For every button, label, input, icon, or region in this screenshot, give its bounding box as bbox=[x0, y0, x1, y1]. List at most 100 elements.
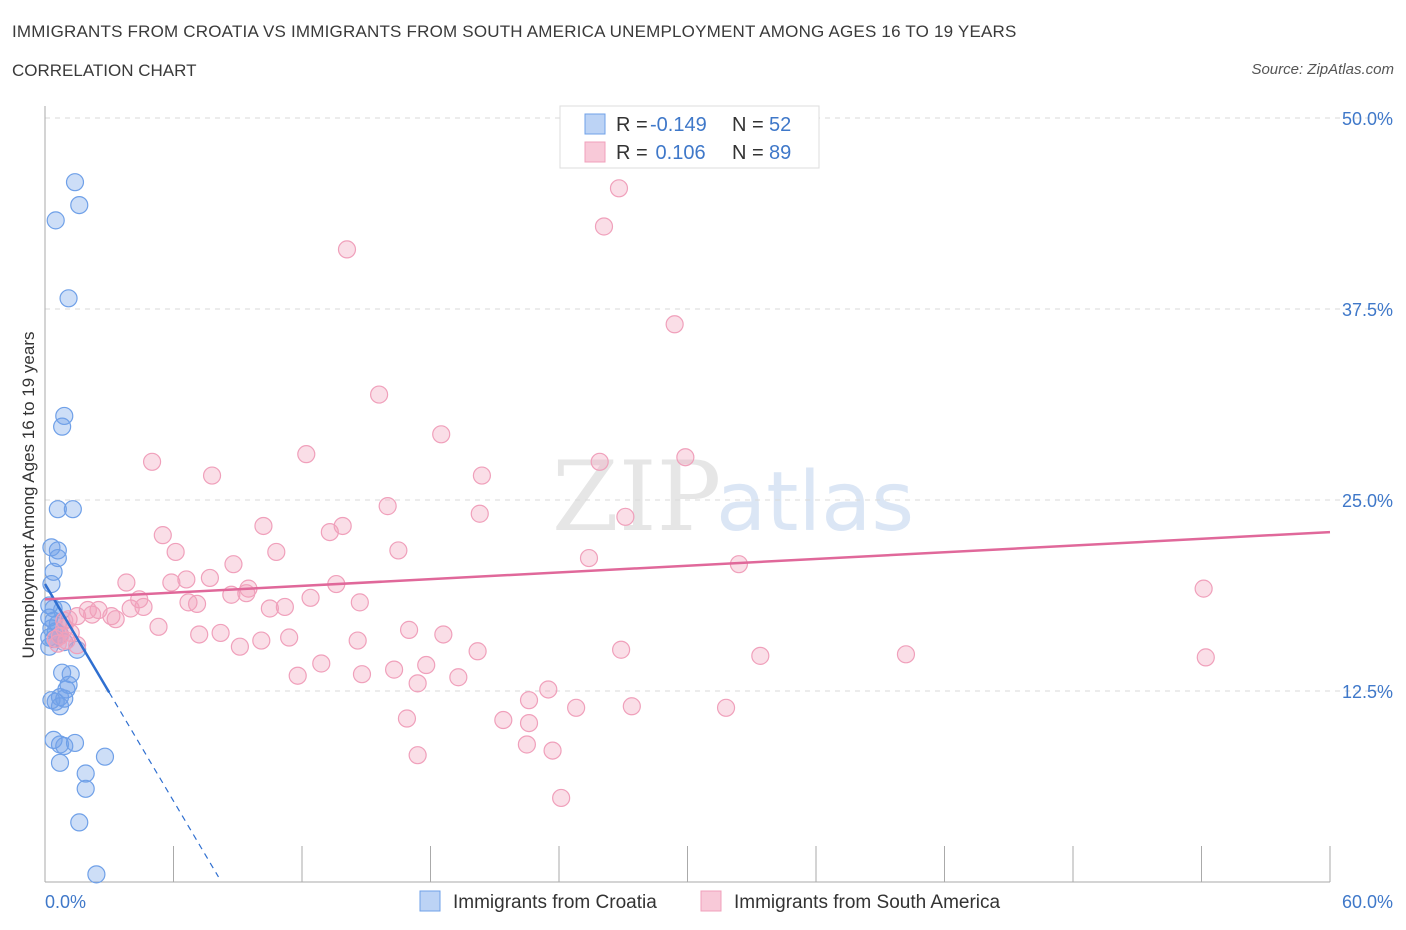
data-point bbox=[166, 542, 185, 562]
stats-legend-r-label-south-america: R = bbox=[616, 142, 648, 164]
data-point bbox=[665, 315, 684, 334]
stats-legend-n-value-croatia: 52 bbox=[769, 114, 791, 136]
data-point bbox=[389, 541, 408, 560]
data-point bbox=[517, 735, 536, 754]
data-point bbox=[468, 642, 487, 661]
legend-label-croatia[interactable]: Immigrants from Croatia bbox=[453, 892, 657, 913]
stats-legend-r-value-croatia: -0.149 bbox=[650, 114, 707, 136]
data-point bbox=[65, 173, 85, 192]
data-point bbox=[350, 593, 369, 612]
gridlines bbox=[45, 117, 1392, 692]
data-point bbox=[202, 466, 222, 485]
data-point bbox=[162, 573, 181, 592]
data-point bbox=[399, 620, 419, 639]
series-points bbox=[40, 173, 1215, 884]
data-point bbox=[449, 668, 468, 687]
data-point bbox=[301, 588, 320, 607]
data-point bbox=[260, 599, 279, 618]
data-point bbox=[153, 526, 172, 545]
chart-title: IMMIGRANTS FROM CROATIA VS IMMIGRANTS FR… bbox=[12, 22, 1017, 41]
data-point bbox=[384, 660, 404, 679]
data-point bbox=[609, 179, 629, 198]
stats-legend-r-label-croatia: R = bbox=[616, 114, 648, 136]
axes bbox=[44, 106, 1331, 883]
data-point bbox=[333, 516, 352, 536]
data-point bbox=[50, 697, 70, 716]
data-point bbox=[567, 698, 586, 717]
data-point bbox=[579, 548, 599, 568]
data-point bbox=[267, 542, 286, 562]
data-point bbox=[352, 665, 372, 684]
data-point bbox=[494, 710, 513, 730]
data-point bbox=[70, 195, 89, 215]
data-point bbox=[59, 289, 78, 308]
data-point bbox=[337, 240, 357, 259]
data-point bbox=[200, 568, 220, 588]
stats-legend-n-value-south-america: 89 bbox=[769, 142, 791, 164]
data-point bbox=[297, 445, 316, 464]
data-point bbox=[76, 779, 95, 798]
data-point bbox=[275, 597, 294, 617]
data-point bbox=[48, 548, 67, 568]
data-point bbox=[224, 555, 243, 574]
data-point bbox=[1194, 579, 1213, 598]
stats-legend-swatch-croatia bbox=[584, 113, 606, 135]
data-point bbox=[288, 666, 307, 685]
stats-legend: R = -0.149 N = 52 R = 0.106 N = 89 bbox=[559, 105, 820, 169]
stats-legend-n-label-south-america: N = bbox=[732, 142, 764, 164]
data-point bbox=[408, 674, 427, 693]
data-point bbox=[252, 631, 271, 650]
data-point bbox=[149, 617, 168, 636]
data-point bbox=[622, 697, 641, 716]
watermark: ZIP atlas bbox=[552, 441, 914, 553]
data-point bbox=[472, 466, 491, 485]
data-point bbox=[751, 646, 770, 665]
series-0-points bbox=[40, 173, 115, 884]
data-point bbox=[1196, 648, 1215, 667]
data-point bbox=[187, 594, 207, 614]
data-point bbox=[63, 500, 82, 519]
bottom-legend[interactable]: Immigrants from Croatia Immigrants from … bbox=[419, 890, 1001, 913]
data-point bbox=[55, 736, 74, 756]
legend-label-south-america[interactable]: Immigrants from South America bbox=[734, 892, 1001, 913]
data-point bbox=[896, 645, 916, 664]
x-tick-labels: 0.0% 60.0% bbox=[45, 892, 1393, 912]
data-point bbox=[87, 865, 106, 884]
data-point bbox=[48, 634, 67, 653]
data-point bbox=[53, 417, 72, 436]
data-point bbox=[397, 709, 417, 728]
data-point bbox=[142, 452, 162, 471]
y-tick-label: 37.5% bbox=[1342, 300, 1393, 320]
data-point bbox=[716, 698, 736, 717]
data-point bbox=[211, 623, 230, 643]
watermark-atlas: atlas bbox=[716, 455, 914, 550]
data-point bbox=[190, 625, 209, 644]
data-point bbox=[254, 516, 273, 536]
data-point bbox=[616, 507, 635, 526]
x-tick-label-max: 60.0% bbox=[1342, 892, 1393, 912]
data-point bbox=[95, 747, 115, 766]
chart-source: Source: ZipAtlas.com bbox=[1251, 61, 1394, 78]
data-point bbox=[432, 425, 451, 444]
data-point bbox=[348, 631, 367, 650]
data-point bbox=[48, 500, 67, 519]
data-point bbox=[470, 504, 489, 523]
x-tick-label-min: 0.0% bbox=[45, 892, 86, 912]
data-point bbox=[177, 570, 196, 589]
y-axis-label: Unemployment Among Ages 16 to 19 years bbox=[19, 332, 38, 659]
data-point bbox=[552, 788, 571, 808]
data-point bbox=[417, 655, 436, 675]
legend-swatch-south-america[interactable] bbox=[700, 890, 722, 912]
trend-line-extension-series-0 bbox=[108, 692, 219, 878]
data-point bbox=[48, 541, 67, 560]
data-point bbox=[83, 605, 102, 624]
legend-swatch-croatia[interactable] bbox=[419, 890, 441, 912]
data-point bbox=[519, 691, 539, 710]
data-point bbox=[676, 448, 695, 467]
data-point bbox=[70, 813, 89, 832]
data-point bbox=[134, 597, 153, 617]
data-point bbox=[434, 625, 453, 644]
trend-line-series-1 bbox=[44, 530, 1331, 601]
data-point bbox=[50, 753, 70, 772]
